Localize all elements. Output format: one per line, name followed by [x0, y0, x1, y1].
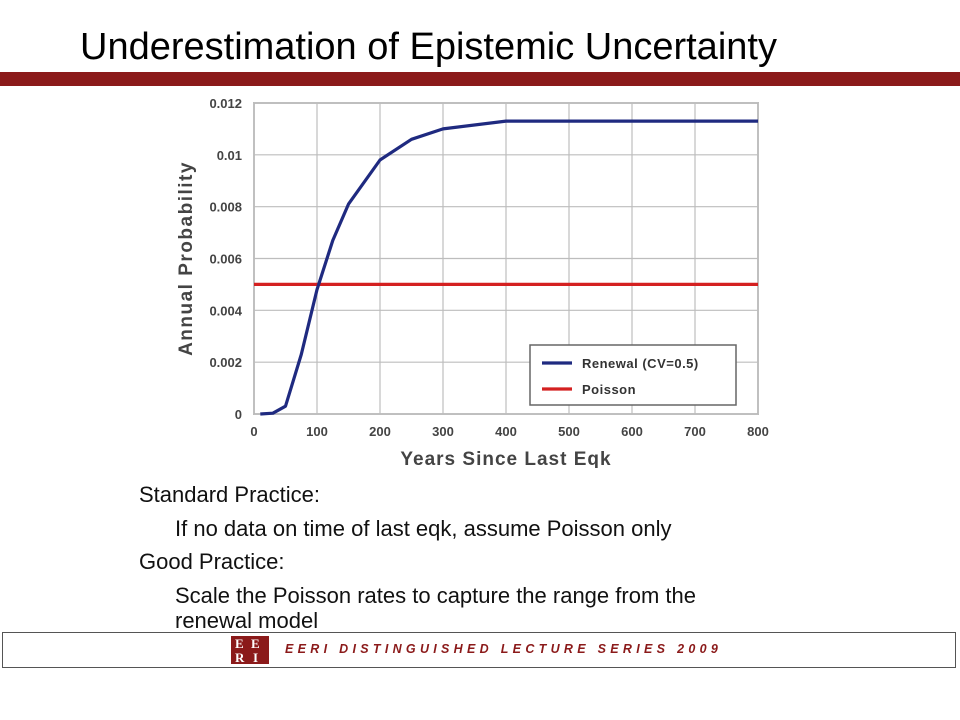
eeri-logo: E E R I	[231, 636, 269, 664]
bullet-good-practice-detail-2: renewal model	[175, 608, 319, 633]
x-tick-label: 200	[369, 424, 391, 439]
y-tick-label: 0	[235, 407, 242, 422]
y-tick-label: 0.01	[217, 148, 242, 163]
x-tick-label: 400	[495, 424, 517, 439]
legend-box	[529, 344, 737, 406]
svg-text:E: E	[251, 636, 260, 651]
y-tick-label: 0.002	[209, 355, 242, 370]
y-tick-label: 0.006	[209, 252, 242, 267]
line-chart: 0 100 200 300 400 500 600 700 800 0 0.002 0.004 0.00…	[176, 96, 769, 470]
footer-banner: E E R I EERI DISTINGUISHED LECTURE SERIE…	[2, 632, 956, 668]
legend-entry: Renewal (CV=0.5)	[582, 356, 699, 371]
slide-title: Underestimation of Epistemic Uncertainty	[80, 26, 777, 68]
bullet-good-practice-detail-1: Scale the Poisson rates to capture the r…	[175, 583, 696, 608]
legend-entry: Poisson	[582, 382, 636, 397]
x-tick-label: 300	[432, 424, 454, 439]
chart-container: 0 100 200 300 400 500 600 700 800 0 0.002 0.004 0.00…	[170, 88, 790, 470]
x-tick-label: 800	[747, 424, 769, 439]
y-tick-label: 0.012	[209, 96, 242, 111]
bullet-standard-practice-detail: If no data on time of last eqk, assume P…	[175, 516, 672, 541]
bullet-standard-practice: Standard Practice:	[139, 482, 320, 507]
y-axis-label: Annual Probability	[176, 161, 197, 356]
title-accent-bar	[0, 72, 960, 86]
x-tick-label: 0	[250, 424, 257, 439]
x-tick-label: 600	[621, 424, 643, 439]
x-axis-label: Years Since Last Eqk	[400, 449, 611, 468]
x-tick-label: 500	[558, 424, 580, 439]
svg-text:E: E	[235, 636, 244, 651]
y-tick-label: 0.004	[209, 303, 242, 318]
x-tick-label: 700	[684, 424, 706, 439]
svg-text:R: R	[235, 650, 245, 664]
svg-text:I: I	[253, 650, 258, 664]
y-tick-label: 0.008	[209, 200, 242, 215]
bullet-good-practice: Good Practice:	[139, 549, 285, 574]
footer-text: EERI DISTINGUISHED LECTURE SERIES 2009	[285, 642, 723, 656]
x-tick-label: 100	[306, 424, 328, 439]
series-line-renewal	[260, 119, 758, 416]
